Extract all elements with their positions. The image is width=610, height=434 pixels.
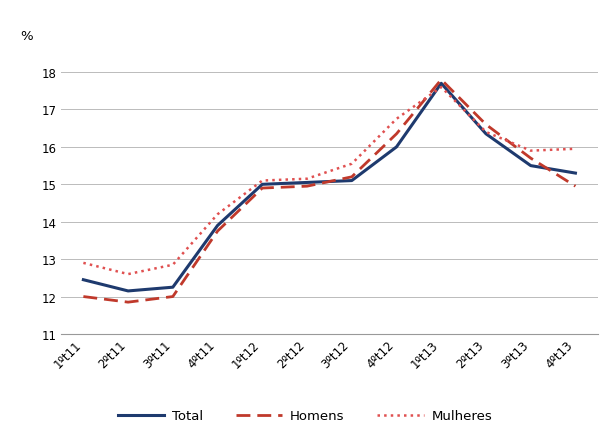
Text: Gráfico 4: Taxa de desemprego por sexo: Gráfico 4: Taxa de desemprego por sexo: [92, 15, 518, 35]
Text: %: %: [21, 30, 34, 43]
Legend: Total, Homens, Mulheres: Total, Homens, Mulheres: [112, 404, 498, 427]
